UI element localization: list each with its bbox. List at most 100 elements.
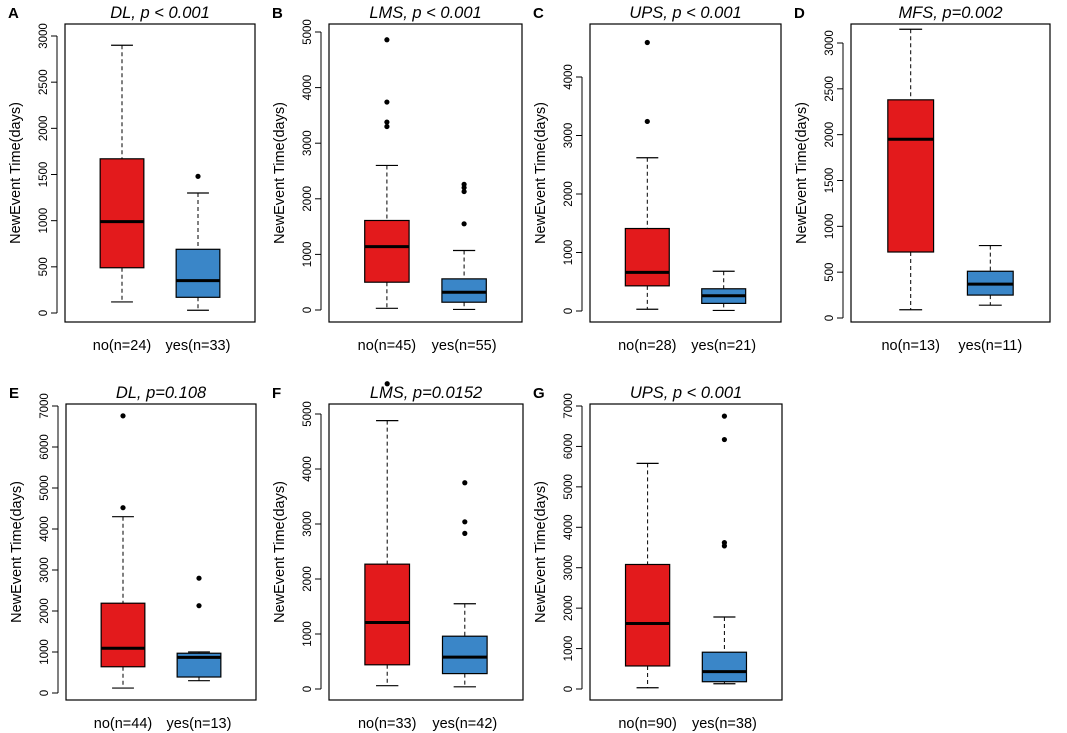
plot-frame (589, 23, 782, 323)
box-group-yes: yes(n=11) (958, 244, 1022, 354)
plot-frame (64, 23, 256, 323)
plot-frame (65, 403, 257, 701)
y-tick-label: 1000 (38, 208, 50, 234)
x-tick-label: yes(n=13) (167, 716, 232, 732)
outlier-point (721, 413, 728, 419)
x-tick-label: no(n=45) (358, 338, 416, 354)
x-tick-label: no(n=28) (618, 338, 676, 354)
y-tick-label: 3000 (302, 130, 314, 156)
y-tick-label: 1500 (38, 162, 50, 188)
y-tick-label: 2000 (563, 595, 575, 621)
y-tick-label: 500 (38, 257, 50, 276)
panel-title: LMS, p < 0.001 (369, 4, 481, 22)
outlier-point (644, 118, 650, 125)
x-tick-label: yes(n=55) (432, 338, 497, 354)
plot-frame (850, 23, 1051, 323)
y-tick-label: 0 (563, 308, 575, 314)
y-tick-label: 2000 (302, 566, 314, 592)
outlier-point (462, 519, 468, 525)
outlier-point (721, 436, 728, 443)
iqr-box (887, 99, 935, 253)
box-group-yes: yes(n=13) (167, 575, 232, 732)
panel-letter: F (272, 385, 281, 402)
y-tick-label: 6000 (39, 434, 51, 460)
outlier-point (461, 181, 467, 187)
box-group-yes: yes(n=33) (166, 173, 231, 354)
y-tick-label: 4000 (563, 514, 575, 540)
panel-title: UPS, p < 0.001 (630, 384, 742, 402)
plot-frame (328, 403, 524, 701)
y-tick-label: 0 (38, 310, 50, 316)
outlier-point (384, 119, 390, 125)
outlier-point (384, 99, 390, 105)
iqr-box (175, 248, 221, 298)
iqr-box (176, 652, 222, 678)
outlier-point (384, 381, 390, 387)
x-tick-label: yes(n=21) (691, 338, 756, 354)
x-tick-label: yes(n=33) (166, 338, 231, 354)
outlier-point (644, 39, 650, 46)
box-group-no: no(n=24) (93, 44, 151, 354)
outlier-point (721, 540, 728, 546)
outlier-point (461, 188, 467, 195)
box-group-yes: yes(n=42) (432, 480, 497, 732)
panel-title: UPS, p < 0.001 (629, 4, 741, 22)
y-tick-label: 3000 (38, 23, 50, 49)
x-tick-label: yes(n=42) (432, 716, 497, 732)
outlier-point (384, 37, 390, 43)
y-tick-label: 3000 (39, 557, 51, 583)
y-tick-label: 4000 (563, 64, 575, 90)
y-tick-label: 0 (824, 315, 836, 321)
x-tick-label: yes(n=11) (958, 338, 1022, 354)
iqr-box (701, 651, 748, 683)
y-tick-label: 2000 (563, 181, 575, 207)
iqr-box (441, 278, 487, 303)
y-tick-label: 1000 (824, 214, 836, 240)
y-tick-label: 1000 (302, 621, 314, 647)
y-tick-label: 3000 (302, 511, 314, 537)
y-axis-label: NewEvent Time(days) (8, 102, 24, 244)
y-tick-label: 4000 (302, 456, 314, 482)
y-tick-label: 7000 (563, 393, 575, 419)
panel-letter: G (533, 385, 545, 402)
iqr-box (100, 602, 146, 668)
panel-title: MFS, p=0.002 (898, 4, 1002, 22)
y-axis-label: NewEvent Time(days) (272, 102, 288, 244)
y-tick-label: 3000 (563, 555, 575, 581)
y-tick-label: 1000 (563, 636, 575, 662)
y-tick-label: 1000 (302, 242, 314, 268)
iqr-box (99, 158, 145, 269)
y-tick-label: 5000 (39, 475, 51, 501)
iqr-box (624, 227, 670, 287)
x-tick-label: no(n=24) (93, 338, 151, 354)
outlier-point (461, 221, 467, 227)
y-tick-label: 0 (302, 686, 314, 692)
plot-frame (589, 403, 783, 701)
y-tick-label: 5000 (302, 401, 314, 427)
iqr-box (364, 219, 410, 283)
x-tick-label: yes(n=38) (692, 716, 757, 732)
panel-title: DL, p=0.108 (116, 384, 207, 402)
outlier-point (195, 173, 201, 179)
box-group-no: no(n=33) (358, 381, 416, 732)
box-group-yes: yes(n=21) (691, 270, 756, 354)
iqr-box (624, 563, 671, 667)
y-tick-label: 4000 (39, 516, 51, 542)
panel-letter: A (8, 5, 19, 22)
y-axis-label: NewEvent Time(days) (9, 481, 25, 623)
y-axis-label: NewEvent Time(days) (533, 102, 549, 244)
box-group-no: no(n=45) (358, 37, 416, 354)
outlier-point (196, 603, 202, 609)
panel-b: B LMS, p < 0.001 0 1000 2000 3000 4000 5000 NewE… (272, 4, 523, 354)
y-tick-label: 0 (563, 686, 575, 692)
y-axis-label: NewEvent Time(days) (272, 481, 288, 623)
y-tick-label: 0 (39, 690, 51, 696)
y-tick-label: 0 (302, 307, 314, 313)
y-axis-label: NewEvent Time(days) (533, 481, 549, 623)
y-tick-label: 1000 (39, 639, 51, 665)
y-tick-label: 3000 (563, 123, 575, 149)
y-tick-label: 1500 (824, 168, 836, 194)
y-tick-label: 2500 (38, 69, 50, 95)
panel-letter: C (533, 5, 544, 22)
y-axis-label: NewEvent Time(days) (794, 102, 810, 244)
